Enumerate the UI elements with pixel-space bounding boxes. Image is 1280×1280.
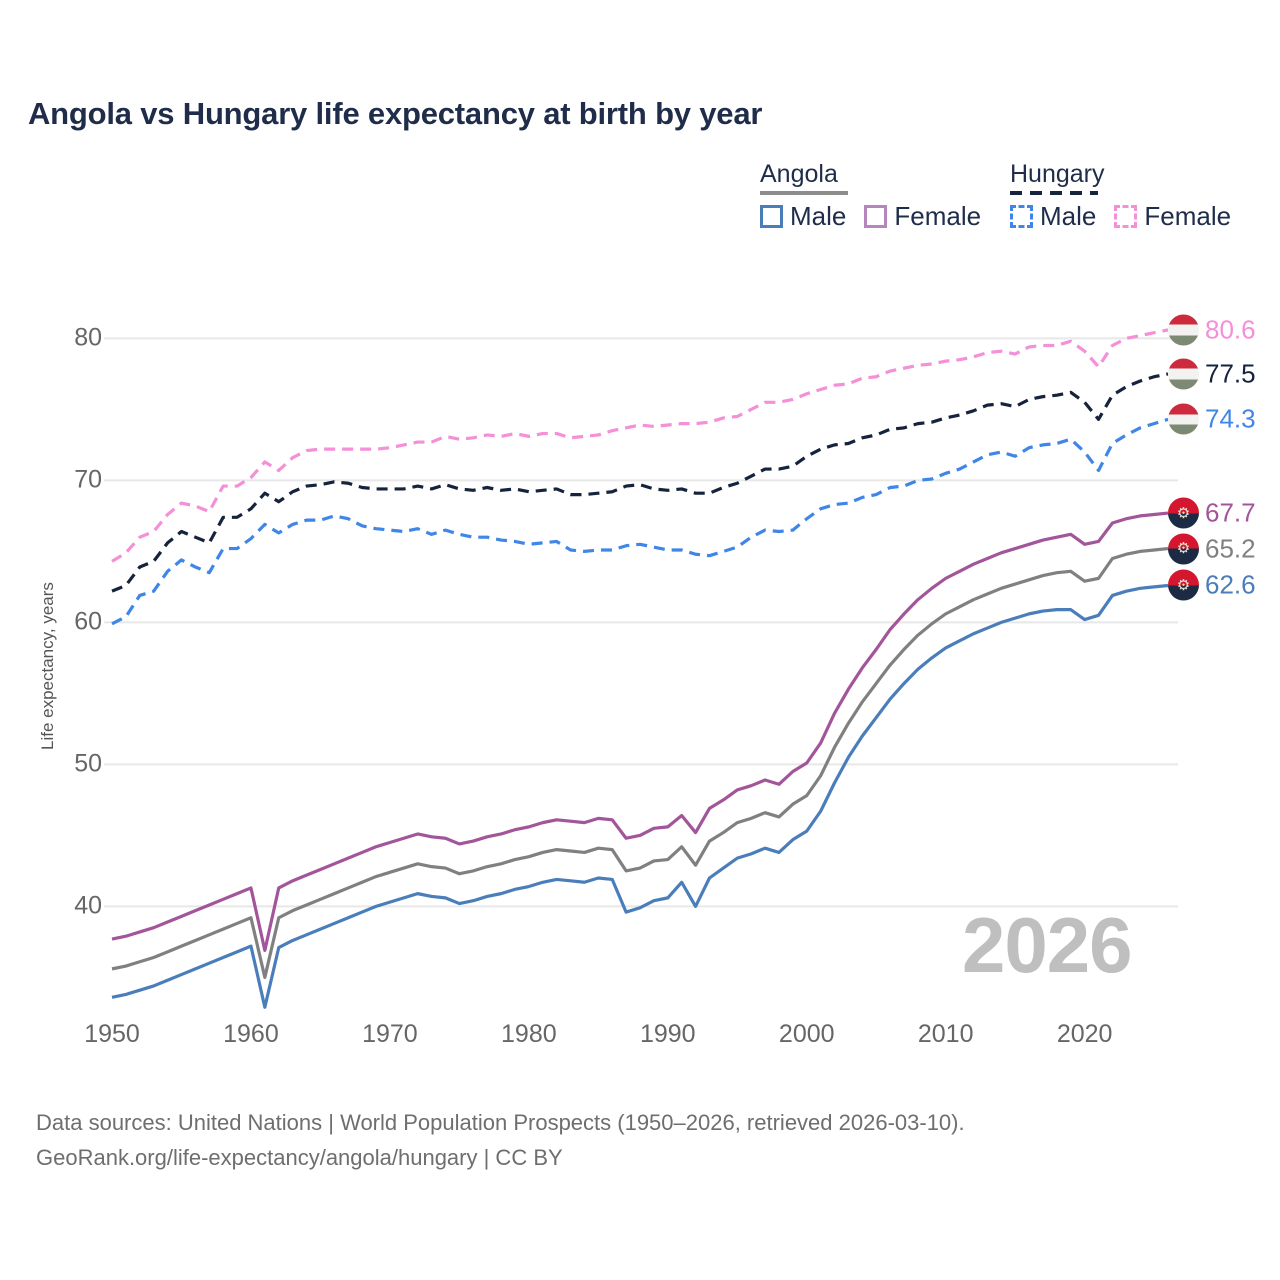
end-value-hungary-female: 80.6 xyxy=(1205,314,1256,345)
series-line-angola-male xyxy=(111,583,1169,1009)
x-tick-label: 2000 xyxy=(778,1020,835,1048)
x-tick-label: 1960 xyxy=(223,1020,279,1048)
legend-swatch-angola-male xyxy=(760,205,783,228)
y-tick-label: 50 xyxy=(74,749,102,778)
end-value-hungary-male: 74.3 xyxy=(1205,403,1256,434)
legend-label-angola-female: Female xyxy=(894,201,982,231)
legend-item-hungary-male[interactable]: Male xyxy=(1010,201,1096,232)
footer-line-sources: Data sources: United Nations | World Pop… xyxy=(36,1110,965,1135)
plot-area: Life expectancy, years 40 50 60 70 80 1950 19… xyxy=(0,250,1280,1048)
series-line-hungary-total xyxy=(111,372,1169,593)
x-tick-label: 2010 xyxy=(917,1020,974,1048)
legend-group-hungary: Hungary Male Female xyxy=(1010,160,1260,232)
end-label-angola-total: ⚙ 65.2 xyxy=(1168,533,1256,565)
legend-group-angola: Angola Male Female xyxy=(760,160,1010,232)
legend-swatch-hungary-female xyxy=(1114,205,1138,228)
hungary-flag-icon xyxy=(1168,358,1199,390)
chart-legend: Angola Male Female Hungary xyxy=(760,160,1260,232)
legend-swatch-hungary-male xyxy=(1010,205,1033,228)
series-end-labels: 80.6 77.5 74.3 ⚙ 67.7 ⚙ 65.2 ⚙ 62.6 xyxy=(1160,250,1280,1040)
legend-country-hungary: Hungary xyxy=(1010,160,1105,188)
end-label-angola-female: ⚙ 67.7 xyxy=(1168,497,1256,529)
end-value-hungary-total: 77.5 xyxy=(1205,358,1256,389)
legend-label-angola-male: Male xyxy=(790,201,847,231)
legend-country-angola: Angola xyxy=(760,160,838,188)
footer: Data sources: United Nations | World Pop… xyxy=(36,1105,1246,1175)
end-value-angola-male: 62.6 xyxy=(1205,569,1256,600)
legend-label-hungary-female: Female xyxy=(1144,201,1232,231)
angola-flag-icon: ⚙ xyxy=(1168,533,1199,565)
series-line-hungary-male xyxy=(111,417,1169,626)
y-tick-label: 60 xyxy=(74,607,102,636)
end-value-angola-female: 67.7 xyxy=(1205,497,1256,528)
x-tick-label: 1970 xyxy=(362,1020,418,1048)
legend-rule-angola xyxy=(760,191,848,195)
hungary-flag-icon xyxy=(1168,314,1199,346)
angola-flag-icon: ⚙ xyxy=(1168,569,1199,601)
x-tick-label: 1990 xyxy=(639,1020,696,1048)
series-line-hungary-female xyxy=(111,328,1169,563)
x-tick-label: 2020 xyxy=(1056,1020,1113,1048)
y-tick-label: 40 xyxy=(74,891,102,920)
legend-rule-hungary xyxy=(1010,191,1098,195)
legend-item-angola-female[interactable]: Female xyxy=(864,201,981,232)
series-line-angola-total xyxy=(111,546,1169,979)
y-axis-ticks: 40 50 60 70 80 xyxy=(42,250,102,1040)
angola-flag-icon: ⚙ xyxy=(1168,497,1199,529)
end-value-angola-total: 65.2 xyxy=(1205,533,1256,564)
y-tick-label: 80 xyxy=(74,323,102,352)
line-chart-canvas xyxy=(104,328,1178,1009)
end-label-hungary-female: 80.6 xyxy=(1168,314,1256,346)
x-tick-label: 1950 xyxy=(84,1020,140,1048)
page-title: Angola vs Hungary life expectancy at bir… xyxy=(28,96,763,131)
end-label-hungary-total: 77.5 xyxy=(1168,358,1256,390)
legend-item-hungary-female[interactable]: Female xyxy=(1114,201,1231,232)
year-watermark: 2026 xyxy=(962,901,1133,989)
legend-swatch-angola-female xyxy=(864,205,888,228)
footer-line-url: GeoRank.org/life-expectancy/angola/hunga… xyxy=(36,1145,563,1171)
x-tick-label: 1980 xyxy=(501,1020,557,1048)
hungary-flag-icon xyxy=(1168,403,1199,435)
end-label-angola-male: ⚙ 62.6 xyxy=(1168,569,1256,601)
y-tick-label: 70 xyxy=(74,465,102,494)
series-line-angola-female xyxy=(111,511,1169,953)
x-axis-ticks: 1950 1960 1970 1980 1990 2000 2010 2020 xyxy=(0,1020,1280,1060)
end-label-hungary-male: 74.3 xyxy=(1168,403,1256,435)
legend-label-hungary-male: Male xyxy=(1040,201,1097,231)
legend-item-angola-male[interactable]: Male xyxy=(760,201,846,232)
